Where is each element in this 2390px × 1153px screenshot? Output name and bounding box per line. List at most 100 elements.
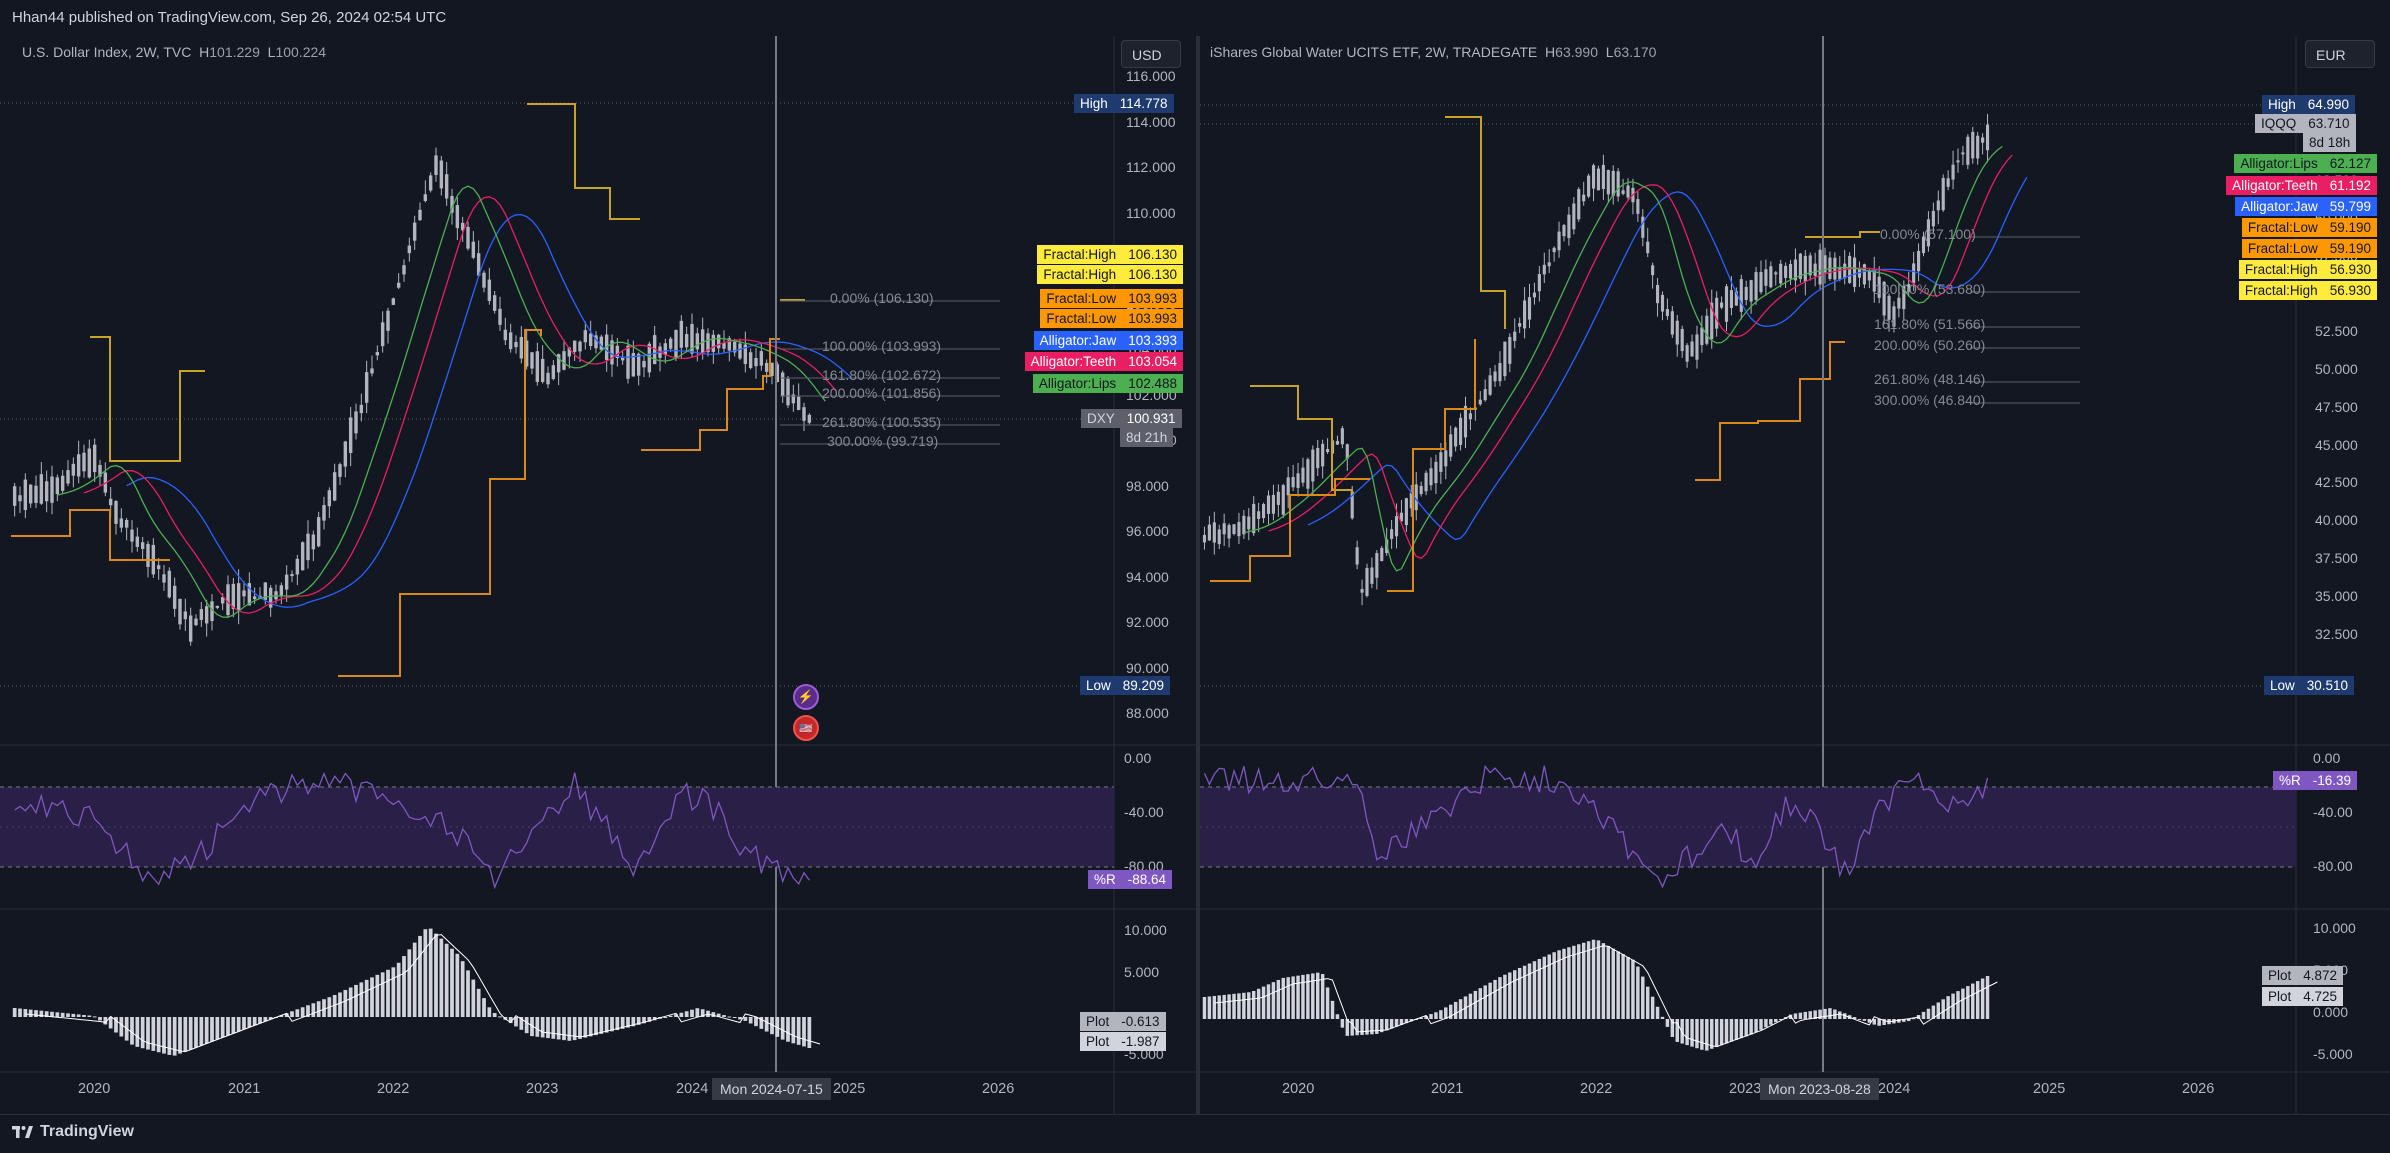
ao-histogram-bar (482, 998, 486, 1017)
tradingview-logo[interactable]: TradingView (12, 1123, 134, 1141)
fib-level-label: 161.80% (102.672) (822, 367, 942, 383)
ao-histogram-bar (1946, 996, 1950, 1019)
panel-divider[interactable] (1196, 36, 1200, 1114)
dxy-h-label: H (199, 44, 210, 60)
ao-histogram-bar (386, 969, 390, 1017)
dxy-legend: U.S. Dollar Index, 2W, TVC H101.229 L100… (22, 44, 326, 60)
candle (1527, 283, 1532, 329)
iqqq-symbol-label: IQQQ (2255, 114, 2303, 133)
indicator-tick-label: 5.000 (1124, 964, 1160, 980)
candle (1286, 466, 1290, 509)
time-tick-label: 2020 (1282, 1081, 1315, 1097)
candle (1365, 563, 1369, 598)
ao-histogram-bar (1665, 1019, 1670, 1027)
ao-histogram-bar (1818, 1009, 1822, 1019)
ao-histogram-bar (562, 1017, 566, 1041)
candle (1971, 126, 1975, 164)
indicator-label-value: 62.127 (2323, 154, 2377, 173)
ao-histogram-bar (1641, 976, 1645, 1019)
price-tick-label: 110.000 (1126, 204, 1176, 221)
ao-histogram-bar (556, 1017, 561, 1040)
price-tick-label: 96.000 (1126, 523, 1169, 539)
ao-histogram-bar (1522, 965, 1527, 1019)
indicator-label-value: 56.930 (2323, 281, 2377, 300)
iqqq-chart-panel[interactable]: iShares Global Water UCITS ETF, 2W, TRAD… (1200, 36, 2390, 1114)
price-tick-label: 98.000 (1126, 477, 1169, 494)
candle (194, 614, 198, 627)
dxy-countdown: 8d 21h (1120, 428, 1174, 447)
indicator-label-name: Alligator:Jaw (2235, 197, 2324, 216)
price-tick-label: 114.000 (1126, 113, 1176, 130)
ao-histogram-bar (1591, 939, 1596, 1019)
dxy-l-value: 100.224 (275, 44, 327, 60)
indicator-label-name: Fractal:Low (1040, 289, 1123, 308)
ao-histogram-bar (1557, 950, 1561, 1019)
wr-label: %R (2273, 771, 2307, 790)
ao-histogram-bar (1631, 959, 1635, 1019)
ao-histogram-bar (1980, 978, 1985, 1019)
ao-histogram-bar (55, 1012, 60, 1017)
candle (786, 376, 790, 409)
ao-histogram-bar (407, 949, 412, 1017)
candle (183, 598, 188, 631)
candle (92, 438, 97, 482)
low-tag-label: Low (2264, 676, 2301, 695)
ao-histogram-bar (290, 1011, 294, 1017)
alligator-teeth-line (1268, 154, 2013, 560)
ao-histogram-bar (140, 1017, 145, 1049)
candle (1774, 271, 1778, 286)
candle (1887, 293, 1891, 332)
candle (1360, 579, 1364, 606)
ao-histogram-bar (1227, 994, 1231, 1019)
usd-currency-button[interactable]: USD (1121, 40, 1181, 68)
candle (775, 361, 780, 383)
ao-histogram-bar (1769, 1019, 1773, 1025)
eur-currency-button[interactable]: EUR (2305, 40, 2375, 68)
ao-histogram-bar (1636, 966, 1640, 1019)
candle (1591, 163, 1596, 202)
candle (802, 402, 806, 431)
ao-histogram-bar (194, 1017, 198, 1048)
ao-histogram-bar (455, 953, 460, 1017)
candle (572, 340, 577, 361)
candle (1759, 260, 1763, 295)
ao-histogram-bar (1842, 1013, 1847, 1019)
ao-histogram-bar (119, 1017, 124, 1037)
candle (322, 496, 326, 530)
candle (791, 384, 796, 412)
iqqq-h-label: H (1545, 44, 1556, 60)
ao-histogram-bar (1493, 979, 1497, 1019)
price-tick-label: 90.000 (1126, 659, 1169, 676)
published-text: Hhan44 published on TradingView.com, Sep… (12, 9, 447, 26)
ao-histogram-bar (610, 1017, 614, 1032)
candle (588, 320, 593, 350)
iqqq-countdown: 8d 18h (2303, 133, 2357, 152)
candle (578, 340, 582, 362)
indicator-label: Fractal:Low 59.190 (2241, 239, 2377, 258)
ao-histogram-bar (1261, 986, 1266, 1019)
ao-histogram-bar (1700, 1019, 1704, 1050)
ao-histogram-bar (1335, 1014, 1340, 1019)
dxy-chart-panel[interactable]: U.S. Dollar Index, 2W, TVC H101.229 L100… (0, 36, 1196, 1114)
ao-histogram-bar (226, 1017, 230, 1036)
low-tag-value: 89.209 (1116, 676, 1171, 695)
dxy-chart-canvas[interactable] (0, 36, 1196, 1114)
us-flag-icon[interactable]: 🇺🇸 (793, 715, 819, 741)
indicator-label: Fractal:High 56.930 (2238, 281, 2377, 300)
candle (1734, 287, 1738, 307)
candle (1936, 190, 1940, 225)
indicator-tick-label: 10.000 (1124, 922, 1167, 938)
candle (519, 326, 524, 364)
ao-histogram-bar (711, 1012, 716, 1017)
ao-histogram-bar (343, 989, 348, 1017)
indicator-label: Alligator:Lips 102.488 (1032, 374, 1183, 393)
ao-histogram-bar (1552, 952, 1556, 1019)
candle (1636, 191, 1640, 222)
candle (1276, 484, 1280, 517)
ao-histogram-bar (1596, 940, 1601, 1019)
iqqq-chart-canvas[interactable] (1200, 36, 2390, 1114)
candle (546, 366, 550, 389)
lightning-icon[interactable]: ⚡ (793, 684, 819, 710)
candle (268, 585, 273, 617)
candle (1266, 490, 1271, 525)
